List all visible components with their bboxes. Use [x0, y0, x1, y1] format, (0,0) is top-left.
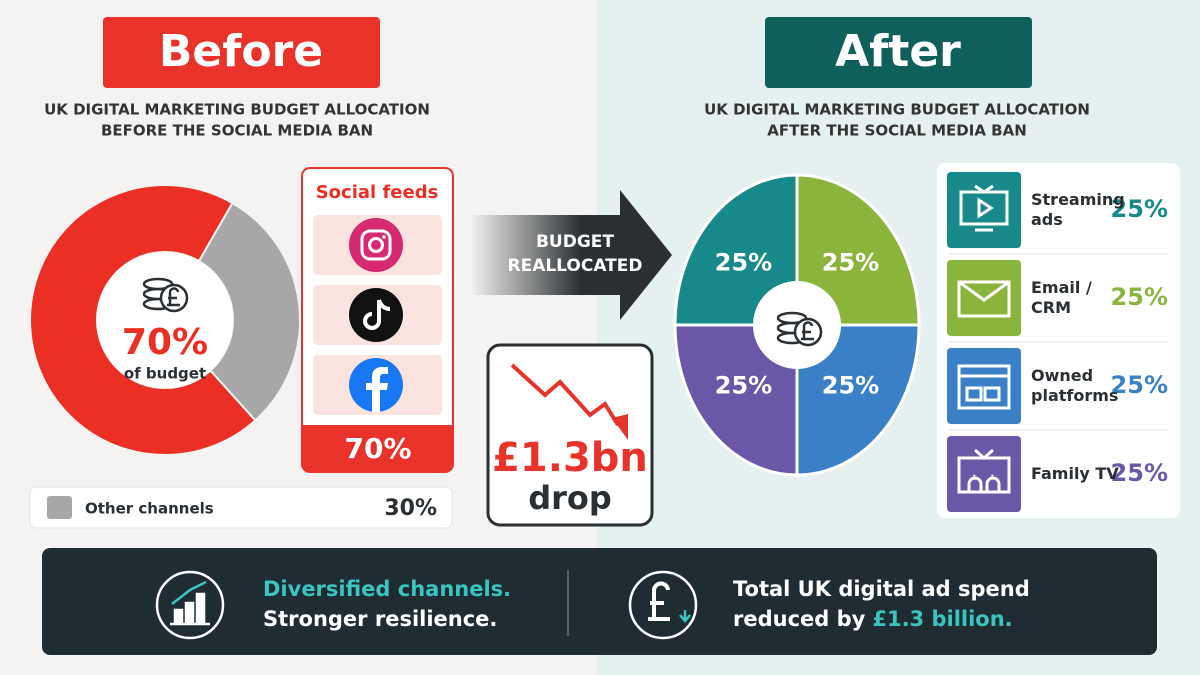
legend-label: Family TV [1031, 464, 1119, 483]
footer-text: Total UK digital ad spend [733, 577, 1030, 601]
slice-label: 25% [715, 372, 772, 400]
pie-slice [795, 323, 921, 477]
legend-value: 25% [1111, 371, 1168, 399]
drop-label: drop [528, 479, 612, 517]
legend-glyph [957, 448, 1011, 494]
footer-text: Diversified channels. [263, 577, 511, 601]
arrow-label: REALLOCATED [507, 256, 642, 276]
pound-icon [628, 570, 698, 640]
coins-icon [142, 277, 189, 313]
chart-title: AFTER THE SOCIAL MEDIA BAN [767, 122, 1027, 140]
legend-label: Streaming ads [1031, 190, 1125, 229]
legend-glyph [957, 280, 1011, 318]
tiktok-icon [349, 288, 403, 342]
data-label: 70% [344, 432, 411, 465]
pie-slice [673, 323, 799, 477]
drop-arrow [510, 363, 620, 427]
slice-label: 25% [715, 248, 772, 276]
badge: Before [159, 26, 323, 77]
chart-title: BEFORE THE SOCIAL MEDIA BAN [101, 122, 373, 140]
center-caption: of budget [124, 365, 206, 383]
instagram-icon [349, 218, 403, 272]
slice-label: 25% [822, 372, 879, 400]
facebook-icon [349, 358, 403, 412]
legend-label: Owned platforms [1031, 366, 1119, 405]
pound [801, 321, 814, 341]
pie-slice [673, 173, 799, 327]
legend-label: Email / CRM [1031, 278, 1092, 317]
footer-text: Stronger resilience. [263, 607, 497, 631]
legend-value: 25% [1111, 283, 1168, 311]
other-bar [29, 486, 453, 529]
legend-swatch [47, 496, 72, 519]
legend-glyph [957, 364, 1011, 410]
arrow-label: BUDGET [536, 232, 614, 252]
before-badge [103, 17, 380, 88]
social-band [302, 425, 453, 472]
drop-box [486, 343, 654, 527]
drop-amount: £1.3bn [492, 435, 648, 481]
legend-icon [947, 172, 1021, 248]
pound [167, 287, 180, 307]
center-value: 70% [122, 322, 208, 363]
legend-glyph [959, 184, 1009, 232]
legend-value: 25% [1111, 195, 1168, 223]
chart-title: UK DIGITAL MARKETING BUDGET ALLOCATION [44, 101, 430, 119]
legend-title: Social feeds [316, 182, 439, 203]
legend-value: 25% [1111, 459, 1168, 487]
footer-highlight: £1.3 billion. [872, 607, 1012, 631]
legend-label: Other channels [85, 500, 214, 518]
pie-slice [795, 173, 921, 327]
badge: After [835, 26, 961, 77]
slice-label: 25% [822, 248, 879, 276]
donut-hole [97, 252, 233, 388]
arrow [470, 190, 672, 320]
footer [42, 548, 1157, 655]
chart-title: UK DIGITAL MARKETING BUDGET ALLOCATION [704, 101, 1090, 119]
drop-arrowhead [612, 414, 628, 440]
data-label: 30% [384, 496, 437, 521]
growth-icon [155, 570, 225, 640]
footer-text: reduced by [733, 607, 866, 631]
after-badge [765, 17, 1032, 88]
legend-panel [937, 163, 1180, 518]
coins-icon [776, 311, 823, 347]
footer-text: reduced by £1.3 billion. [733, 607, 1013, 631]
